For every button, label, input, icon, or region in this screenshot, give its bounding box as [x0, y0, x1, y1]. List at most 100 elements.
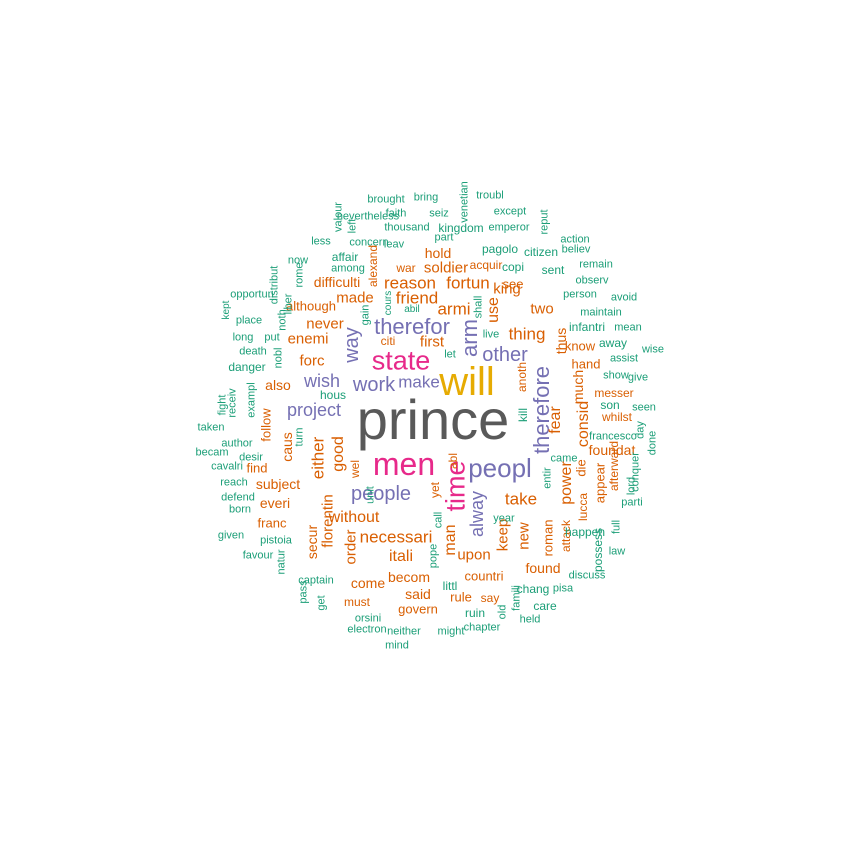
word-place: place [235, 314, 263, 327]
word-care: care [533, 599, 557, 613]
word-taken: taken [197, 421, 225, 434]
word-put: put [264, 331, 280, 344]
word-alway: alway [467, 490, 487, 538]
word-except: except [493, 205, 527, 218]
word-among: among [331, 262, 365, 275]
word-seiz: seiz [429, 207, 449, 220]
word-year: year [493, 512, 515, 525]
word-faith: faith [385, 207, 407, 220]
word-let: let [444, 348, 456, 361]
word-old: old [496, 604, 509, 620]
word-reput: reput [538, 209, 551, 235]
word-believ: believ [561, 243, 591, 256]
word-mind: mind [385, 639, 409, 652]
word-desir: desir [239, 451, 263, 464]
word-good: good [330, 436, 347, 472]
word-roman: roman [540, 519, 556, 557]
word-abil: abil [404, 304, 420, 315]
word-king: king [493, 280, 521, 298]
word-done: done [646, 430, 659, 456]
word-secur: secur [304, 524, 320, 560]
word-full: full [610, 519, 623, 535]
word-turn: turn [293, 427, 306, 447]
word-assist: assist [609, 352, 639, 365]
word-way: way [341, 327, 363, 363]
word-francesco: francesco [589, 430, 637, 443]
word-without: without [328, 509, 380, 526]
word-difficulti: difficulti [313, 274, 361, 290]
word-countri: countri [464, 568, 504, 584]
word-cavalri: cavalri [211, 460, 243, 473]
word-rule: rule [450, 589, 472, 605]
word-also: also [265, 377, 291, 393]
word-action: action [560, 233, 590, 246]
word-remain: remain [579, 258, 613, 271]
word-enemi: enemi [287, 330, 329, 348]
word-danger: danger [228, 360, 266, 374]
word-appear: appear [592, 462, 608, 504]
word-famili: famili [510, 585, 523, 611]
word-get: get [315, 595, 328, 611]
word-avoid: avoid [610, 291, 638, 304]
word-nobl: nobl [272, 347, 285, 369]
word-come: come [350, 575, 386, 591]
word-troubl: troubl [476, 189, 504, 202]
word-say: say [480, 591, 500, 605]
word-first: first [419, 333, 445, 351]
word-state: state [371, 345, 431, 376]
word-day: day [634, 421, 647, 439]
word-thing: thing [508, 324, 546, 344]
word-pope: pope [427, 543, 440, 569]
word-franc: franc [257, 515, 287, 531]
word-ruin: ruin [464, 606, 486, 620]
word-soldier: soldier [423, 259, 469, 277]
word-wise: wise [641, 343, 665, 356]
word-hous: hous [319, 388, 347, 402]
word-anoth: anoth [515, 361, 529, 393]
word-never: never [306, 315, 344, 333]
word-shall: shall [472, 295, 485, 319]
word-wish: wish [303, 371, 341, 391]
word-receiv: receiv [226, 388, 239, 418]
word-person: person [563, 288, 597, 301]
word-away: away [598, 336, 628, 350]
word-long: long [232, 331, 254, 344]
word-wel: wel [348, 459, 362, 479]
word-either: either [308, 436, 328, 480]
word-observ: observ [575, 274, 609, 287]
word-order: order [342, 529, 360, 565]
word-call: call [432, 511, 445, 529]
word-conquer: conquer [629, 452, 642, 492]
word-reach: reach [220, 476, 248, 489]
word-caus: caus [279, 432, 295, 462]
word-prince: prince [356, 388, 510, 451]
word-everi: everi [259, 495, 291, 511]
word-brought: brought [367, 193, 405, 206]
word-make: make [398, 372, 440, 392]
word-subject: subject [255, 476, 301, 492]
word-arm: arm [457, 319, 482, 357]
word-sent: sent [541, 263, 565, 277]
word-infantri: infantri [568, 320, 606, 334]
word-mean: mean [614, 321, 642, 334]
word-itali: itali [388, 548, 414, 565]
word-seen: seen [632, 401, 656, 414]
word-came: came [550, 452, 578, 465]
word-govern: govern [398, 601, 438, 617]
word-thousand: thousand [384, 221, 430, 234]
word-son: son [600, 398, 620, 412]
word-citizen: citizen [523, 245, 559, 259]
word-affair: affair [331, 250, 359, 264]
word-necessari: necessari [359, 527, 433, 547]
word-lucca: lucca [576, 492, 590, 522]
word-give: give [627, 371, 649, 384]
word-alexand: alexand [366, 244, 380, 288]
word-chang: chang [516, 582, 550, 596]
word-whilst: whilst [601, 410, 633, 424]
word-nevertheless: nevertheless [336, 210, 400, 223]
word-maintain: maintain [580, 306, 622, 319]
word-exampl: exampl [245, 382, 258, 418]
word-given: given [217, 529, 245, 542]
word-fear: fear [547, 406, 564, 434]
